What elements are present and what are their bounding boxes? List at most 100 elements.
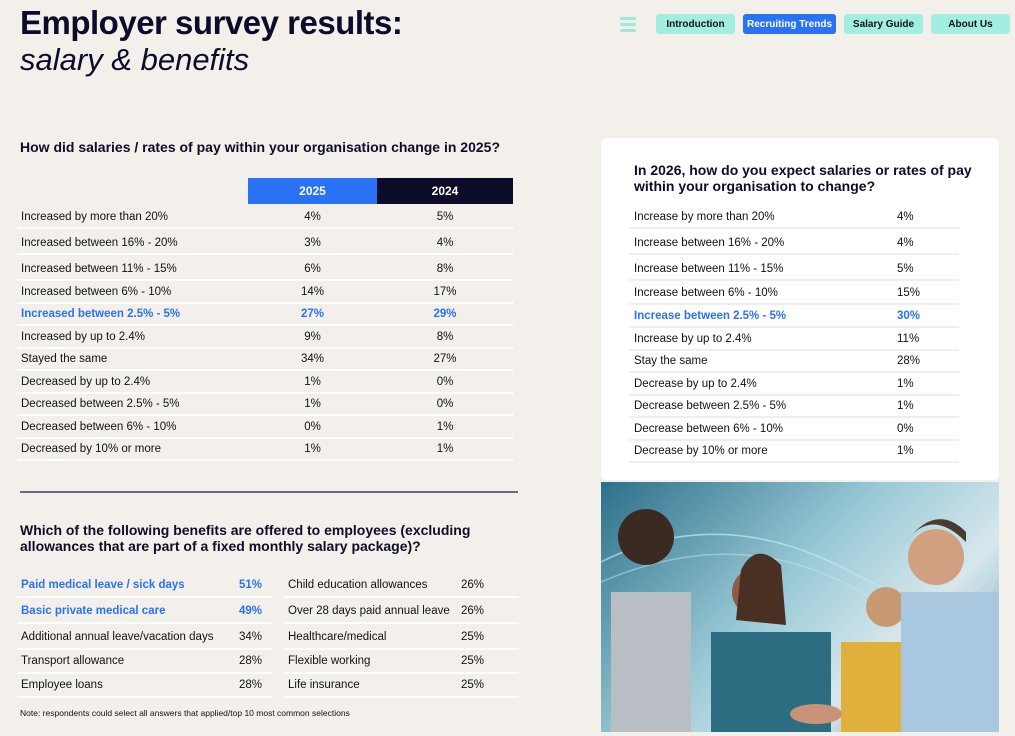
value-2024: 27% (433, 353, 457, 365)
row-label: Increase between 2.5% - 5% (634, 310, 787, 322)
row-value: 4% (897, 237, 914, 249)
value-2025: 27% (300, 308, 325, 320)
page-title: Employer survey results: (20, 4, 403, 41)
salary-table-row: Decreased by 10% or more 1% 1% (17, 439, 513, 461)
benefit-label: Paid medical leave / sick days (21, 579, 185, 591)
row-value: 1% (897, 378, 914, 390)
benefit-row: Over 28 days paid annual leave 26% (284, 600, 519, 624)
row-label: Increased between 16% - 20% (21, 237, 178, 249)
benefits-question: Which of the following benefits are offe… (20, 522, 471, 554)
expectation-row: Increase between 2.5% - 5% 30% (629, 306, 959, 328)
benefit-row: Flexible working 25% (284, 650, 519, 674)
salary-table-row: Increased between 11% - 15% 6% 8% (17, 259, 513, 281)
nav-introduction[interactable]: Introduction (656, 14, 735, 34)
benefit-value: 51% (239, 579, 263, 591)
expectation-row: Increase between 11% - 15% 5% (629, 259, 959, 281)
benefit-value: 28% (239, 655, 263, 667)
benefit-row: Additional annual leave/vacation days 34… (17, 626, 272, 650)
salary-change-question: How did salaries / rates of pay within y… (20, 139, 501, 155)
salary-table-row: Decreased between 6% - 10% 0% 1% (17, 417, 513, 439)
benefit-value: 28% (239, 679, 263, 691)
benefit-row: Employee loans 28% (17, 674, 272, 698)
row-label: Decrease by up to 2.4% (634, 378, 757, 390)
row-label: Increase between 11% - 15% (634, 263, 784, 275)
value-2024: 4% (436, 237, 454, 249)
row-label: Stayed the same (21, 353, 108, 365)
value-2024: 1% (436, 421, 454, 433)
row-label: Increased by more than 20% (21, 211, 169, 223)
benefit-row: Paid medical leave / sick days 51% (17, 574, 272, 598)
benefit-label: Additional annual leave/vacation days (21, 631, 214, 643)
nav-salary-guide[interactable]: Salary Guide (844, 14, 923, 34)
benefit-value: 49% (239, 605, 263, 617)
value-2025: 34% (300, 353, 325, 365)
expectation-row: Stay the same 28% (629, 351, 959, 373)
benefit-row: Life insurance 25% (284, 674, 519, 698)
value-2025: 1% (304, 443, 321, 455)
expectation-question: In 2026, how do you expect salaries or r… (634, 162, 972, 194)
row-label: Decreased by 10% or more (21, 443, 161, 455)
salary-table-row: Increased between 6% - 10% 14% 17% (17, 282, 513, 304)
value-2024: 5% (436, 211, 454, 223)
row-value: 15% (897, 287, 921, 299)
column-header-2024: 2024 (377, 178, 513, 204)
benefit-value: 26% (461, 605, 485, 617)
benefits-note: Note: respondents could select all answe… (20, 708, 350, 718)
row-label: Increase by up to 2.4% (634, 333, 752, 345)
value-2025: 1% (304, 398, 321, 410)
value-2024: 8% (436, 263, 454, 275)
row-label: Increased between 2.5% - 5% (21, 308, 181, 320)
benefit-value: 25% (461, 655, 485, 667)
column-header-2025: 2025 (248, 178, 377, 204)
salary-table-row: Stayed the same 34% 27% (17, 349, 513, 371)
expectation-row: Increase by up to 2.4% 11% (629, 329, 959, 351)
salary-table-row: Increased between 16% - 20% 3% 4% (17, 233, 513, 255)
value-2025: 4% (304, 211, 321, 223)
row-value: 1% (897, 445, 914, 457)
benefit-value: 34% (239, 631, 263, 643)
row-value: 4% (897, 211, 914, 223)
salary-table-row: Increased by up to 2.4% 9% 8% (17, 327, 513, 349)
benefit-label: Transport allowance (21, 655, 125, 667)
row-label: Decrease between 2.5% - 5% (634, 400, 787, 412)
benefit-value: 25% (461, 631, 485, 643)
row-value: 1% (897, 400, 914, 412)
expectation-row: Increase between 16% - 20% 4% (629, 233, 959, 255)
nav-about-us[interactable]: About Us (931, 14, 1010, 34)
row-label: Decreased between 6% - 10% (21, 421, 177, 433)
salary-table-row: Decreased between 2.5% - 5% 1% 0% (17, 394, 513, 416)
nav-recruiting-trends[interactable]: Recruiting Trends (743, 14, 836, 34)
row-value: 0% (897, 423, 914, 435)
salary-table-row: Increased between 2.5% - 5% 27% 29% (17, 304, 513, 326)
row-label: Decreased between 2.5% - 5% (21, 398, 180, 410)
top-nav: Introduction Recruiting Trends Salary Gu… (620, 14, 1010, 34)
expectation-row: Decrease between 6% - 10% 0% (629, 419, 959, 441)
value-2024: 29% (433, 308, 457, 320)
row-value: 30% (897, 310, 921, 322)
value-2024: 8% (436, 331, 454, 343)
benefit-label: Over 28 days paid annual leave (288, 605, 450, 617)
salary-table-row: Increased by more than 20% 4% 5% (17, 207, 513, 229)
row-label: Increased by up to 2.4% (21, 331, 146, 343)
value-2025: 0% (304, 421, 321, 433)
benefit-label: Basic private medical care (21, 605, 166, 617)
menu-icon[interactable] (620, 16, 636, 32)
value-2024: 0% (436, 398, 454, 410)
value-2025: 3% (304, 237, 321, 249)
benefit-value: 25% (461, 679, 485, 691)
salary-table-row: Decreased by up to 2.4% 1% 0% (17, 372, 513, 394)
row-label: Increased between 11% - 15% (21, 263, 177, 275)
section-divider (20, 491, 518, 493)
benefit-row: Basic private medical care 49% (17, 600, 272, 624)
expectation-row: Increase by more than 20% 4% (629, 207, 959, 229)
expectation-row: Decrease between 2.5% - 5% 1% (629, 396, 959, 418)
benefit-label: Child education allowances (288, 579, 428, 591)
expectation-card: In 2026, how do you expect salaries or r… (601, 138, 999, 480)
benefit-row: Healthcare/medical 25% (284, 626, 519, 650)
expectation-row: Decrease by up to 2.4% 1% (629, 374, 959, 396)
row-label: Increase by more than 20% (634, 211, 775, 223)
business-handshake-photo (601, 482, 999, 732)
value-2024: 17% (433, 286, 457, 298)
expectation-row: Decrease by 10% or more 1% (629, 441, 959, 463)
value-2024: 1% (436, 443, 454, 455)
